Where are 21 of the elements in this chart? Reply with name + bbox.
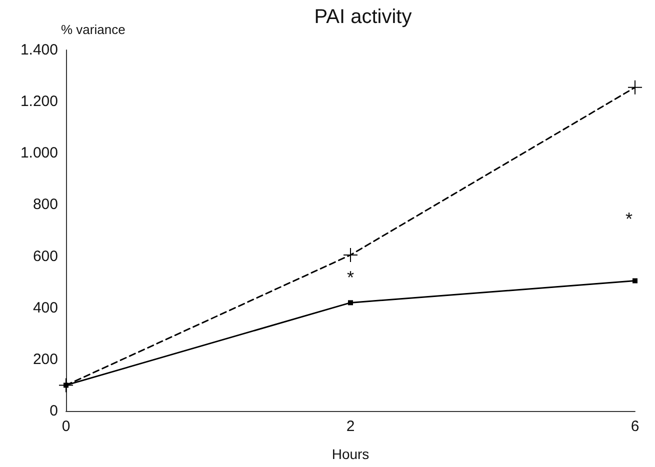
- y-tick-label: 1.000: [20, 144, 58, 162]
- point: [58, 378, 74, 393]
- y-tick-label: 400: [32, 299, 58, 316]
- y-tick-label: 1.400: [20, 42, 58, 58]
- chart-title: PAI activity: [314, 6, 412, 28]
- y-tick-label: 0: [50, 402, 58, 420]
- annotation: *: [625, 208, 633, 229]
- y-tick-label: 800: [32, 196, 58, 214]
- y-tick-label: 600: [32, 248, 58, 265]
- annotation: *: [346, 268, 354, 288]
- point: [348, 300, 353, 306]
- point: [632, 278, 638, 284]
- point: [343, 247, 358, 262]
- x-axis-title: Hours: [332, 446, 370, 462]
- x-tick-label: 0: [62, 418, 70, 435]
- y-tick-label: 200: [32, 350, 58, 368]
- y-tick-label: 1.200: [20, 93, 58, 110]
- point: [628, 80, 642, 95]
- x-tick-label: 2: [346, 418, 355, 435]
- y-axis-title: % variance: [61, 22, 126, 37]
- x-tick-label: 6: [630, 418, 640, 435]
